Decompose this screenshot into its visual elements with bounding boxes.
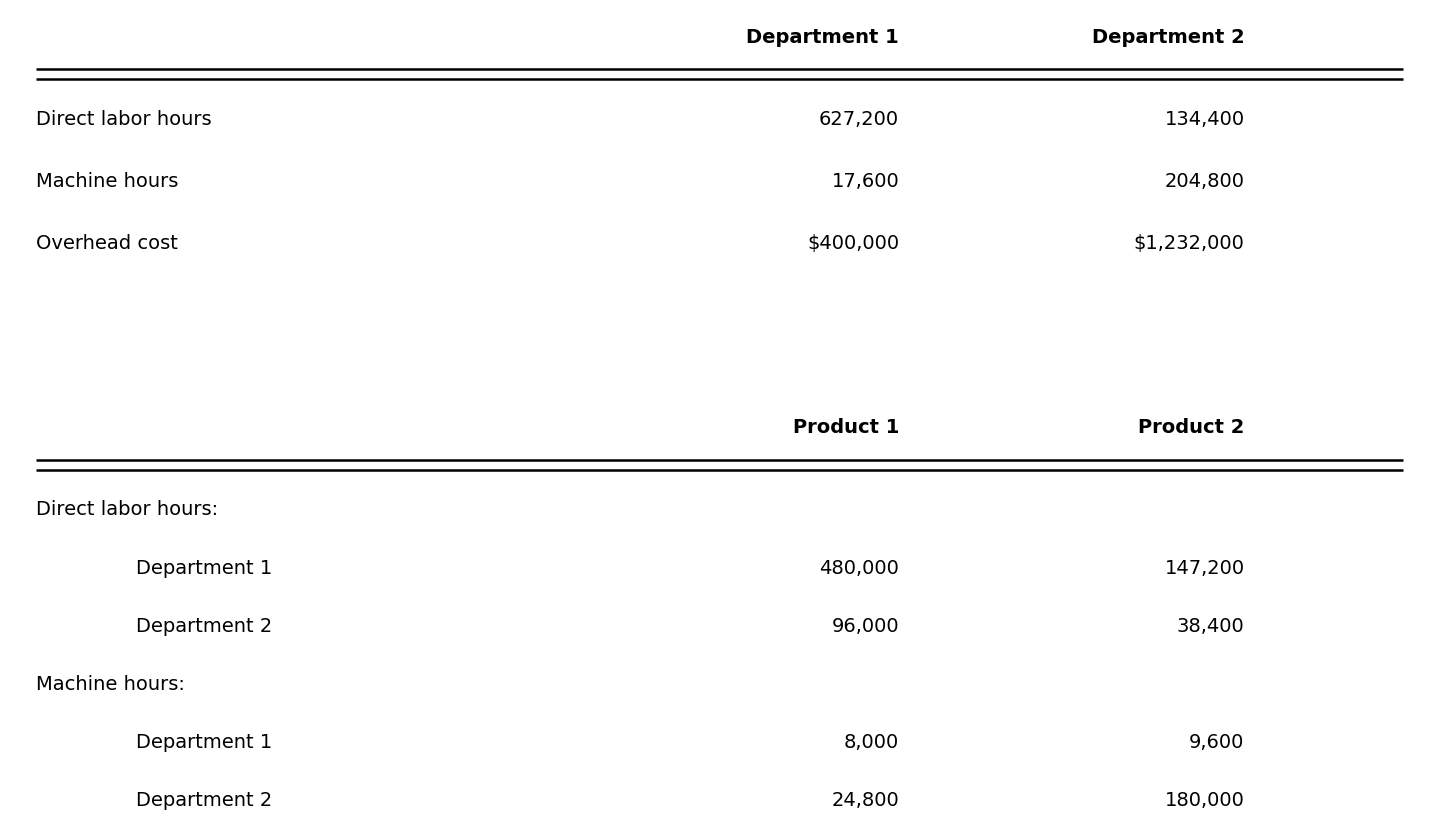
Text: 627,200: 627,200 <box>819 110 899 129</box>
Text: 24,800: 24,800 <box>831 791 899 811</box>
Text: Overhead cost: Overhead cost <box>36 234 177 254</box>
Text: $1,232,000: $1,232,000 <box>1133 234 1245 254</box>
Text: Department 1: Department 1 <box>137 733 273 753</box>
Text: 38,400: 38,400 <box>1177 617 1245 636</box>
Text: Machine hours: Machine hours <box>36 172 179 191</box>
Text: $400,000: $400,000 <box>806 234 899 254</box>
Text: Product 1: Product 1 <box>793 418 899 438</box>
Text: Department 1: Department 1 <box>747 28 899 47</box>
Text: 180,000: 180,000 <box>1165 791 1245 811</box>
Text: Department 1: Department 1 <box>137 559 273 578</box>
Text: 9,600: 9,600 <box>1189 733 1245 753</box>
Text: 480,000: 480,000 <box>819 559 899 578</box>
Text: Machine hours:: Machine hours: <box>36 675 185 694</box>
Text: 204,800: 204,800 <box>1165 172 1245 191</box>
Text: Department 2: Department 2 <box>137 791 273 811</box>
Text: 8,000: 8,000 <box>844 733 899 753</box>
Text: Department 2: Department 2 <box>137 617 273 636</box>
Text: 147,200: 147,200 <box>1164 559 1245 578</box>
Text: 17,600: 17,600 <box>831 172 899 191</box>
Text: Product 2: Product 2 <box>1138 418 1245 438</box>
Text: Direct labor hours:: Direct labor hours: <box>36 501 218 519</box>
Text: Direct labor hours: Direct labor hours <box>36 110 211 129</box>
Text: 96,000: 96,000 <box>831 617 899 636</box>
Text: 134,400: 134,400 <box>1164 110 1245 129</box>
Text: Department 2: Department 2 <box>1091 28 1245 47</box>
